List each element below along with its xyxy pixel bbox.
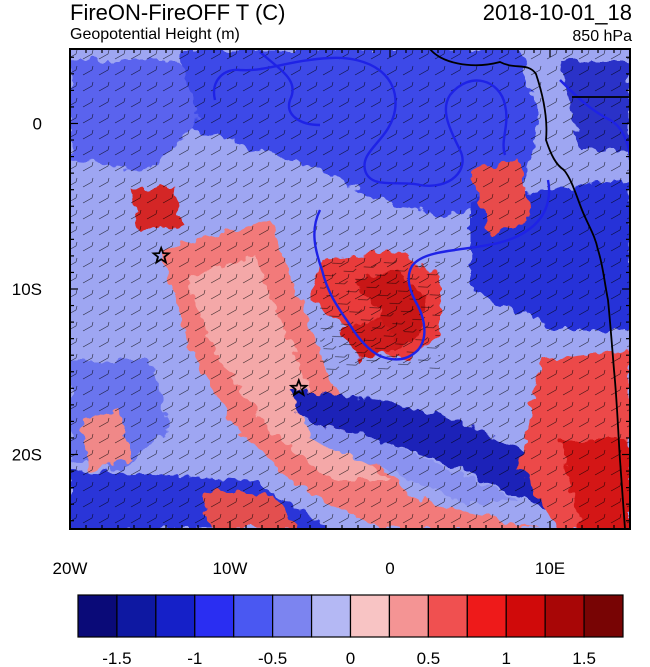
x-tick-label: 10E — [535, 559, 565, 578]
star-marker — [151, 245, 172, 265]
colorbar-swatch — [272, 594, 313, 638]
colorbar — [77, 594, 624, 638]
colorbar-swatch — [310, 594, 352, 638]
colorbar-label: 1 — [501, 649, 510, 667]
colorbar-swatch — [544, 594, 585, 638]
star-marker — [288, 377, 309, 397]
coastline — [429, 49, 630, 529]
y-tick-label: 0 — [33, 114, 42, 133]
colorbar-swatch — [466, 594, 507, 638]
x-tick-label: 0 — [385, 559, 394, 578]
colorbar-swatch — [505, 594, 546, 638]
x-tick-label: 10W — [213, 559, 248, 578]
colorbar-swatch — [427, 594, 468, 638]
colorbar-labels: -1.5 -1 -0.5 0 0.5 1 1.5 — [102, 649, 596, 667]
axis-ticks — [69, 49, 631, 529]
pressure-level: 850 hPa — [572, 28, 632, 45]
plot-title: FireON-FireOFF T (C) — [70, 0, 286, 25]
colorbar-swatch — [388, 594, 429, 638]
marker-stars — [151, 245, 309, 397]
colorbar-label: -0.5 — [258, 649, 287, 667]
colorbar-label: -1.5 — [102, 649, 131, 667]
colorbar-swatch — [77, 594, 118, 638]
temperature-difference-field — [70, 49, 630, 529]
plot-datetime: 2018-10-01_18 — [482, 0, 632, 25]
y-tick-label: 10S — [12, 280, 42, 299]
colorbar-label: 0 — [346, 649, 355, 667]
colorbar-label: 0.5 — [417, 649, 441, 667]
colorbar-swatch — [349, 594, 391, 638]
colorbar-swatch — [155, 594, 196, 638]
colorbar-swatch — [194, 594, 235, 638]
colorbar-swatch — [233, 594, 274, 638]
colorbar-swatch — [116, 594, 157, 638]
colorbar-label: 1.5 — [572, 649, 596, 667]
colorbar-swatch — [583, 594, 624, 638]
x-tick-label: 20W — [53, 559, 88, 578]
plot-subtitle: Geopotential Height (m) — [70, 26, 240, 43]
colorbar-label: -1 — [187, 649, 202, 667]
geopotential-height-contours — [212, 51, 630, 361]
axis-labels: 20W 10W 0 10E 0 10S 20S — [12, 114, 565, 578]
y-tick-label: 20S — [12, 446, 42, 465]
